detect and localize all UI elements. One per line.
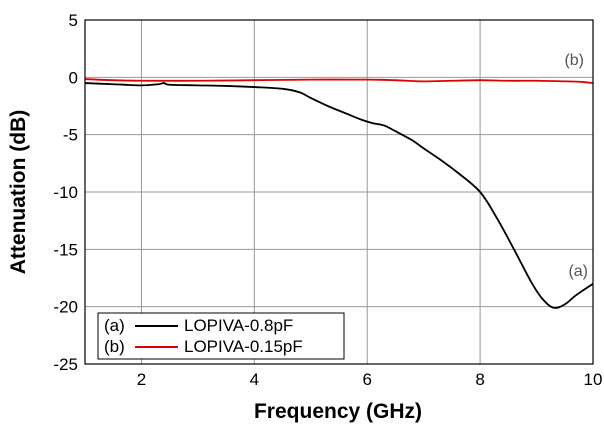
y-tick-label: 5 <box>69 11 78 30</box>
y-tick-label: -10 <box>53 183 78 202</box>
x-axis-title: Frequency (GHz) <box>254 400 422 423</box>
x-tick-label: 4 <box>250 370 259 389</box>
x-tick-label: 6 <box>362 370 371 389</box>
y-tick-label: -5 <box>63 126 78 145</box>
y-tick-label: -20 <box>53 298 78 317</box>
annotation-b: (b) <box>564 52 584 69</box>
x-tick-label: 8 <box>475 370 484 389</box>
legend-a-label: LOPIVA-0.8pF <box>184 316 293 335</box>
x-tick-label: 2 <box>137 370 146 389</box>
y-axis-title: Attenuation (dB) <box>7 110 30 274</box>
legend: (a) LOPIVA-0.8pF (b) LOPIVA-0.15pF <box>97 312 345 360</box>
legend-a-prefix: (a) <box>104 316 125 335</box>
grid-lines <box>85 20 593 364</box>
annotations: (a) (b) <box>564 52 588 280</box>
legend-box <box>97 312 345 360</box>
plot-frame <box>84 19 594 365</box>
series-layer <box>84 78 594 309</box>
series-line-a <box>84 82 594 309</box>
y-tick-label: -15 <box>53 240 78 259</box>
x-tick-label: 10 <box>584 370 603 389</box>
series-line-b <box>84 78 594 84</box>
y-tick-label: -25 <box>53 355 78 374</box>
annotation-a: (a) <box>568 263 588 280</box>
y-tick-label: 0 <box>69 68 78 87</box>
axis-ticks: 2 4 6 8 10 5 0 -5 -10 -15 -20 -25 <box>53 11 602 389</box>
legend-b-prefix: (b) <box>104 337 125 356</box>
legend-b-label: LOPIVA-0.15pF <box>184 337 303 356</box>
